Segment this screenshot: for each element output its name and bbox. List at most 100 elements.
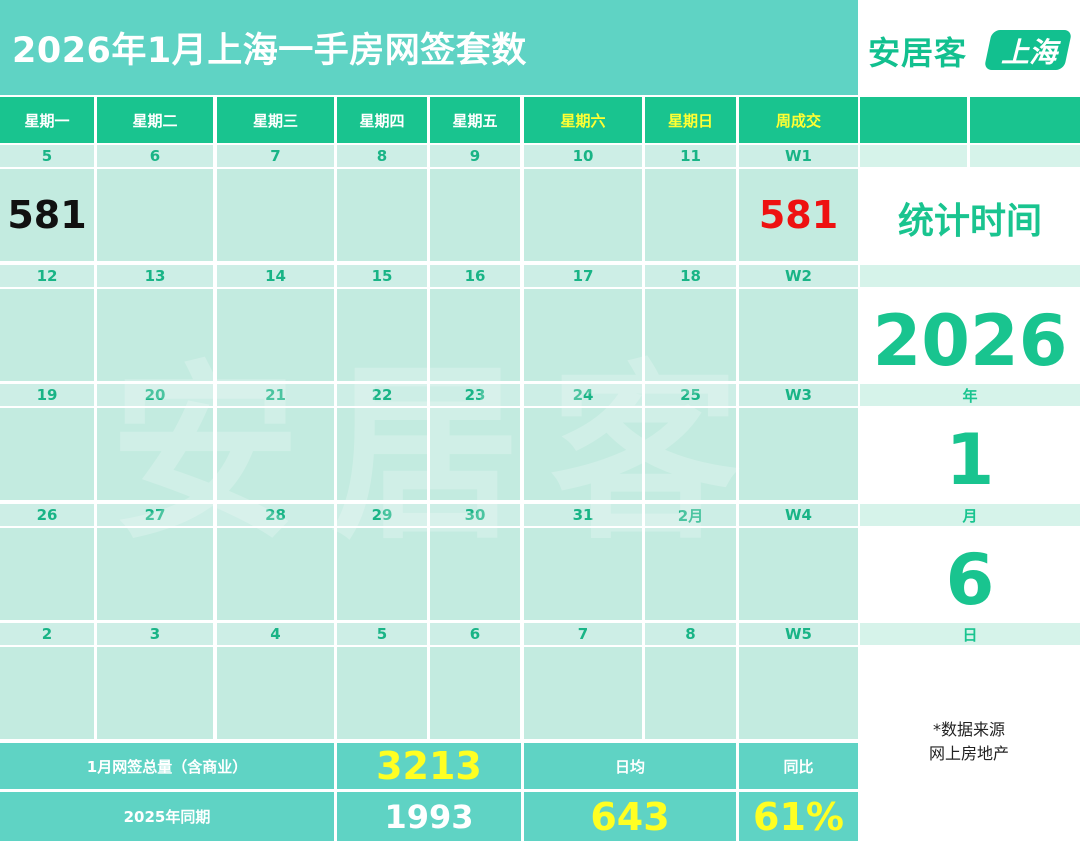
side-date-cell <box>860 145 967 167</box>
day-value-cell <box>337 408 427 500</box>
date-label: 28 <box>217 504 334 526</box>
date-label: 18 <box>645 265 736 287</box>
week-label: W5 <box>739 623 858 645</box>
title-bar <box>0 0 858 95</box>
stat-month-unit: 月 <box>860 504 1080 526</box>
prev-year-value: 1993 <box>337 792 521 841</box>
day-value-cell <box>0 408 94 500</box>
yoy-value: 61% <box>739 792 858 841</box>
yoy-label: 同比 <box>739 743 858 789</box>
day-value-cell <box>217 169 334 261</box>
day-value-cell <box>645 289 736 381</box>
date-label: 11 <box>645 145 736 167</box>
date-label: 9 <box>430 145 520 167</box>
date-label: 5 <box>337 623 427 645</box>
week-label: W4 <box>739 504 858 526</box>
weekday-header: 星期六 <box>524 97 642 143</box>
day-value-cell <box>430 169 520 261</box>
day-value-cell <box>524 169 642 261</box>
source-line-2: 网上房地产 <box>928 744 1009 763</box>
date-label: 2月 <box>645 504 736 526</box>
date-label: 3 <box>97 623 213 645</box>
day-value-cell <box>524 647 642 739</box>
total-label: 1月网签总量（含商业） <box>0 743 334 789</box>
date-label: 13 <box>97 265 213 287</box>
date-label: 8 <box>337 145 427 167</box>
day-value-cell <box>524 528 642 620</box>
day-value-cell <box>645 169 736 261</box>
data-source-note: *数据来源 网上房地产 <box>860 718 1078 766</box>
date-label: 12 <box>0 265 94 287</box>
week-label: W3 <box>739 384 858 406</box>
day-value-cell <box>217 528 334 620</box>
date-label: 19 <box>0 384 94 406</box>
stat-day: 6 <box>945 539 995 621</box>
date-label: 17 <box>524 265 642 287</box>
week-total-cell <box>739 528 858 620</box>
side-date-cell <box>970 145 1080 167</box>
day-value-cell <box>217 289 334 381</box>
day-value-cell <box>97 408 213 500</box>
day-value-cell <box>524 289 642 381</box>
day-value-cell <box>217 408 334 500</box>
stat-time-label: 统计时间 <box>897 200 1042 242</box>
weekday-header: 星期四 <box>337 97 427 143</box>
weekday-header: 星期三 <box>217 97 334 143</box>
date-label: 7 <box>524 623 642 645</box>
week-total-cell <box>739 289 858 381</box>
prev-year-label: 2025年同期 <box>0 792 334 841</box>
date-label: 6 <box>97 145 213 167</box>
date-label: 15 <box>337 265 427 287</box>
total-value: 3213 <box>337 743 521 789</box>
date-label: 30 <box>430 504 520 526</box>
day-value-cell <box>0 528 94 620</box>
weekday-header: 星期五 <box>430 97 520 143</box>
date-label: 4 <box>217 623 334 645</box>
date-label: 2 <box>0 623 94 645</box>
date-label: 21 <box>217 384 334 406</box>
weekday-header: 周成交 <box>739 97 858 143</box>
day-value-cell <box>430 408 520 500</box>
date-label: 24 <box>524 384 642 406</box>
day-value-cell <box>430 289 520 381</box>
day-value-cell: 581 <box>0 169 94 261</box>
anjuke-logo: 安居客 <box>868 34 968 72</box>
date-label: 6 <box>430 623 520 645</box>
day-value-cell <box>97 647 213 739</box>
day-value-cell <box>430 647 520 739</box>
week-total-cell: 581 <box>739 169 858 261</box>
day-value-cell <box>97 169 213 261</box>
side-header-cell <box>860 97 967 143</box>
day-value-cell <box>430 528 520 620</box>
avg-label: 日均 <box>524 743 736 789</box>
stat-year: 2026 <box>872 300 1068 382</box>
weekday-header: 星期日 <box>645 97 736 143</box>
date-label: 27 <box>97 504 213 526</box>
date-label: 5 <box>0 145 94 167</box>
day-value-cell <box>97 289 213 381</box>
stat-month: 1 <box>945 419 995 501</box>
stat-year-unit: 年 <box>860 384 1080 406</box>
date-label: 8 <box>645 623 736 645</box>
date-label: 23 <box>430 384 520 406</box>
source-line-1: *数据来源 <box>932 720 1005 739</box>
date-label: 10 <box>524 145 642 167</box>
day-value-cell <box>217 647 334 739</box>
day-value-cell <box>337 169 427 261</box>
date-label: 20 <box>97 384 213 406</box>
day-value-cell <box>337 647 427 739</box>
day-value-cell <box>645 408 736 500</box>
day-value-cell <box>524 408 642 500</box>
day-value-cell <box>337 289 427 381</box>
date-label: 25 <box>645 384 736 406</box>
date-label: 14 <box>217 265 334 287</box>
weekday-header: 星期一 <box>0 97 94 143</box>
avg-value: 643 <box>524 792 736 841</box>
weekday-header: 星期二 <box>97 97 213 143</box>
week-label: W2 <box>739 265 858 287</box>
side-date-cell <box>860 265 1080 287</box>
date-label: 22 <box>337 384 427 406</box>
week-label: W1 <box>739 145 858 167</box>
date-label: 7 <box>217 145 334 167</box>
date-label: 31 <box>524 504 642 526</box>
